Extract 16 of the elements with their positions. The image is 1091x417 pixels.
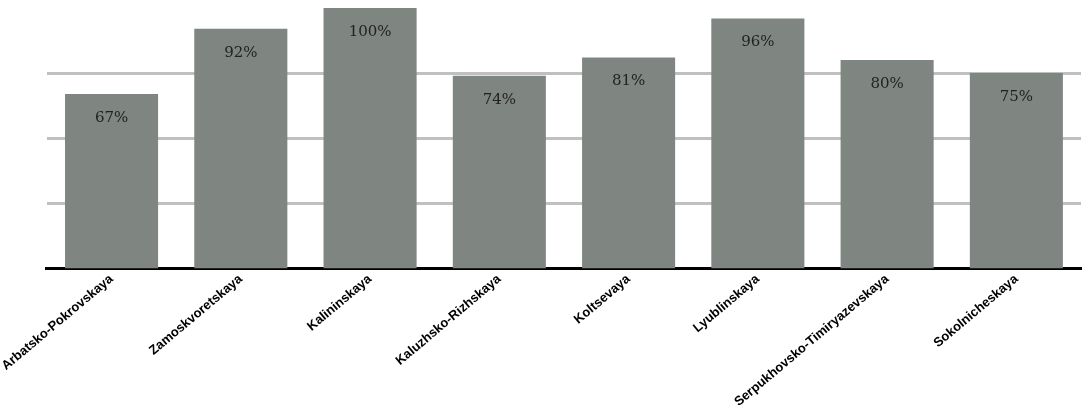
data-label: 67% (94, 107, 129, 126)
bar (452, 75, 546, 269)
data-label: 81% (611, 71, 646, 90)
data-label: 100% (348, 21, 392, 40)
bar (711, 18, 805, 269)
data-label: 75% (999, 86, 1034, 105)
data-label: 92% (224, 42, 258, 61)
bar (65, 93, 159, 269)
bar (323, 8, 417, 269)
bar (969, 73, 1063, 269)
bar (840, 60, 934, 269)
data-label: 74% (482, 89, 517, 108)
data-label: 96% (741, 32, 775, 51)
bar (194, 28, 288, 269)
data-label: 80% (870, 73, 904, 92)
bar (582, 57, 676, 269)
